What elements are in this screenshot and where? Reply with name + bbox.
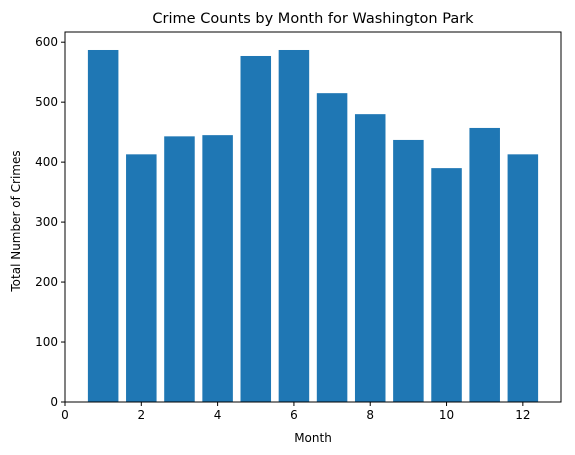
ticks-layer: 0 2 4 6 8 10 12 0 100 200 300 400 500 600: [35, 35, 530, 422]
y-tick-label: 100: [35, 335, 58, 349]
bar-month-9: [393, 139, 424, 402]
bar-month-3: [164, 136, 195, 402]
bar-month-7: [316, 93, 348, 403]
chart-title: Crime Counts by Month for Washington Par…: [152, 11, 474, 27]
bar-month-6: [278, 49, 310, 403]
x-tick-label: 4: [214, 408, 222, 422]
x-tick-label: 10: [439, 408, 454, 422]
y-tick-label: 300: [35, 215, 58, 229]
y-axis-title: Total Number of Crimes: [9, 150, 23, 292]
bar-month-8: [354, 114, 386, 403]
bar-month-12: [507, 154, 539, 402]
bar-month-4: [202, 135, 233, 403]
y-tick-label: 600: [35, 35, 58, 49]
y-tick-label: 400: [35, 155, 58, 169]
x-tick-label: 6: [290, 408, 298, 422]
plot-frame: [64, 31, 562, 403]
x-axis-title: Month: [294, 431, 332, 445]
axes-layer: [64, 31, 562, 403]
bar-month-2: [126, 154, 157, 402]
bars-layer: [87, 49, 539, 403]
y-tick-label: 0: [50, 395, 58, 409]
y-tick-label: 500: [35, 95, 58, 109]
bar-month-10: [431, 168, 462, 402]
x-tick-label: 2: [137, 408, 145, 422]
bar-month-5: [240, 55, 272, 403]
x-tick-label: 0: [61, 408, 69, 422]
bar-month-11: [469, 127, 500, 403]
y-tick-label: 200: [35, 275, 58, 289]
bar-month-1: [87, 49, 119, 403]
x-tick-label: 8: [366, 408, 374, 422]
x-tick-label: 12: [515, 408, 530, 422]
